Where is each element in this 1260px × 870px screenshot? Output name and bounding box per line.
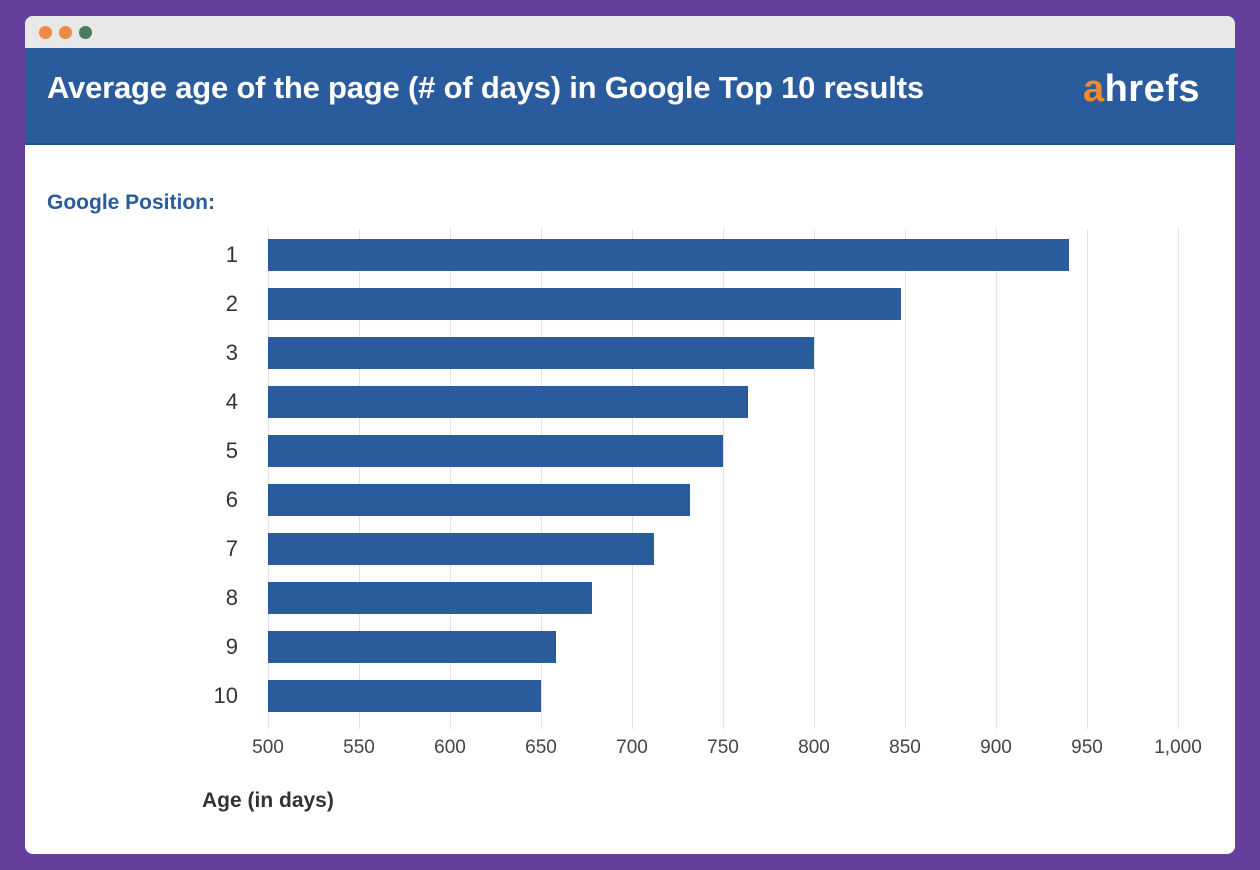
- close-dot-icon[interactable]: [39, 26, 52, 39]
- x-tick-label: 1,000: [1154, 737, 1202, 758]
- x-axis-title: Age (in days): [202, 789, 334, 812]
- bar-position-8[interactable]: [268, 582, 592, 614]
- y-tick-label: 2: [225, 291, 238, 316]
- gridline-600: [450, 229, 451, 729]
- bar-position-4[interactable]: [268, 386, 749, 418]
- y-tick-label: 6: [225, 487, 238, 512]
- y-tick-label: 3: [225, 340, 238, 365]
- x-tick-label: 950: [1071, 737, 1103, 758]
- x-tick-label: 750: [707, 737, 739, 758]
- window-titlebar: [25, 16, 1235, 48]
- x-tick-label: 800: [798, 737, 830, 758]
- x-tick-label: 500: [252, 737, 284, 758]
- gridline-850: [905, 229, 906, 729]
- bar-position-9[interactable]: [268, 631, 556, 663]
- y-axis-caption: Google Position:: [47, 191, 215, 214]
- bar-position-10[interactable]: [268, 680, 541, 712]
- bar-position-2[interactable]: [268, 288, 902, 320]
- x-tick-label: 900: [980, 737, 1012, 758]
- gridline-550: [359, 229, 360, 729]
- y-tick-label: 8: [225, 585, 238, 610]
- bar-position-7[interactable]: [268, 533, 654, 565]
- x-tick-label: 650: [525, 737, 557, 758]
- gridline-500: [268, 229, 269, 729]
- maximize-dot-icon[interactable]: [79, 26, 92, 39]
- logo-accent-letter: a: [1082, 68, 1105, 110]
- y-tick-label: 1: [225, 242, 238, 267]
- gridline-1000: [1178, 229, 1179, 729]
- x-tick-label: 700: [616, 737, 648, 758]
- bar-position-6[interactable]: [268, 484, 691, 516]
- y-tick-label: 5: [225, 438, 238, 463]
- y-tick-label: 4: [225, 389, 238, 414]
- gridline-700: [632, 229, 633, 729]
- gridline-950: [1087, 229, 1088, 729]
- gridline-650: [541, 229, 542, 729]
- chart-title: Average age of the page (# of days) in G…: [47, 70, 924, 105]
- x-tick-label: 850: [889, 737, 921, 758]
- x-tick-label: 600: [434, 737, 466, 758]
- bar-position-1[interactable]: [268, 239, 1069, 271]
- gridline-800: [814, 229, 815, 729]
- browser-window: Average age of the page (# of days) in G…: [25, 16, 1235, 854]
- y-tick-label: 10: [213, 683, 238, 708]
- y-tick-label: 7: [225, 536, 238, 561]
- bar-position-5[interactable]: [268, 435, 723, 467]
- gridline-750: [723, 229, 724, 729]
- y-tick-label: 9: [225, 634, 238, 659]
- logo-text: hrefs: [1104, 68, 1200, 110]
- bar-chart-plot: 500 550 600 650 700 750 800 850 900 950 1,000 1 2 3 4 5…: [214, 229, 1202, 758]
- x-tick-label: 550: [343, 737, 375, 758]
- minimize-dot-icon[interactable]: [59, 26, 72, 39]
- gridline-900: [996, 229, 997, 729]
- ahrefs-logo: ahrefs: [1083, 68, 1200, 111]
- chart-header: Average age of the page (# of days) in G…: [25, 48, 1235, 145]
- bar-position-3[interactable]: [268, 337, 814, 369]
